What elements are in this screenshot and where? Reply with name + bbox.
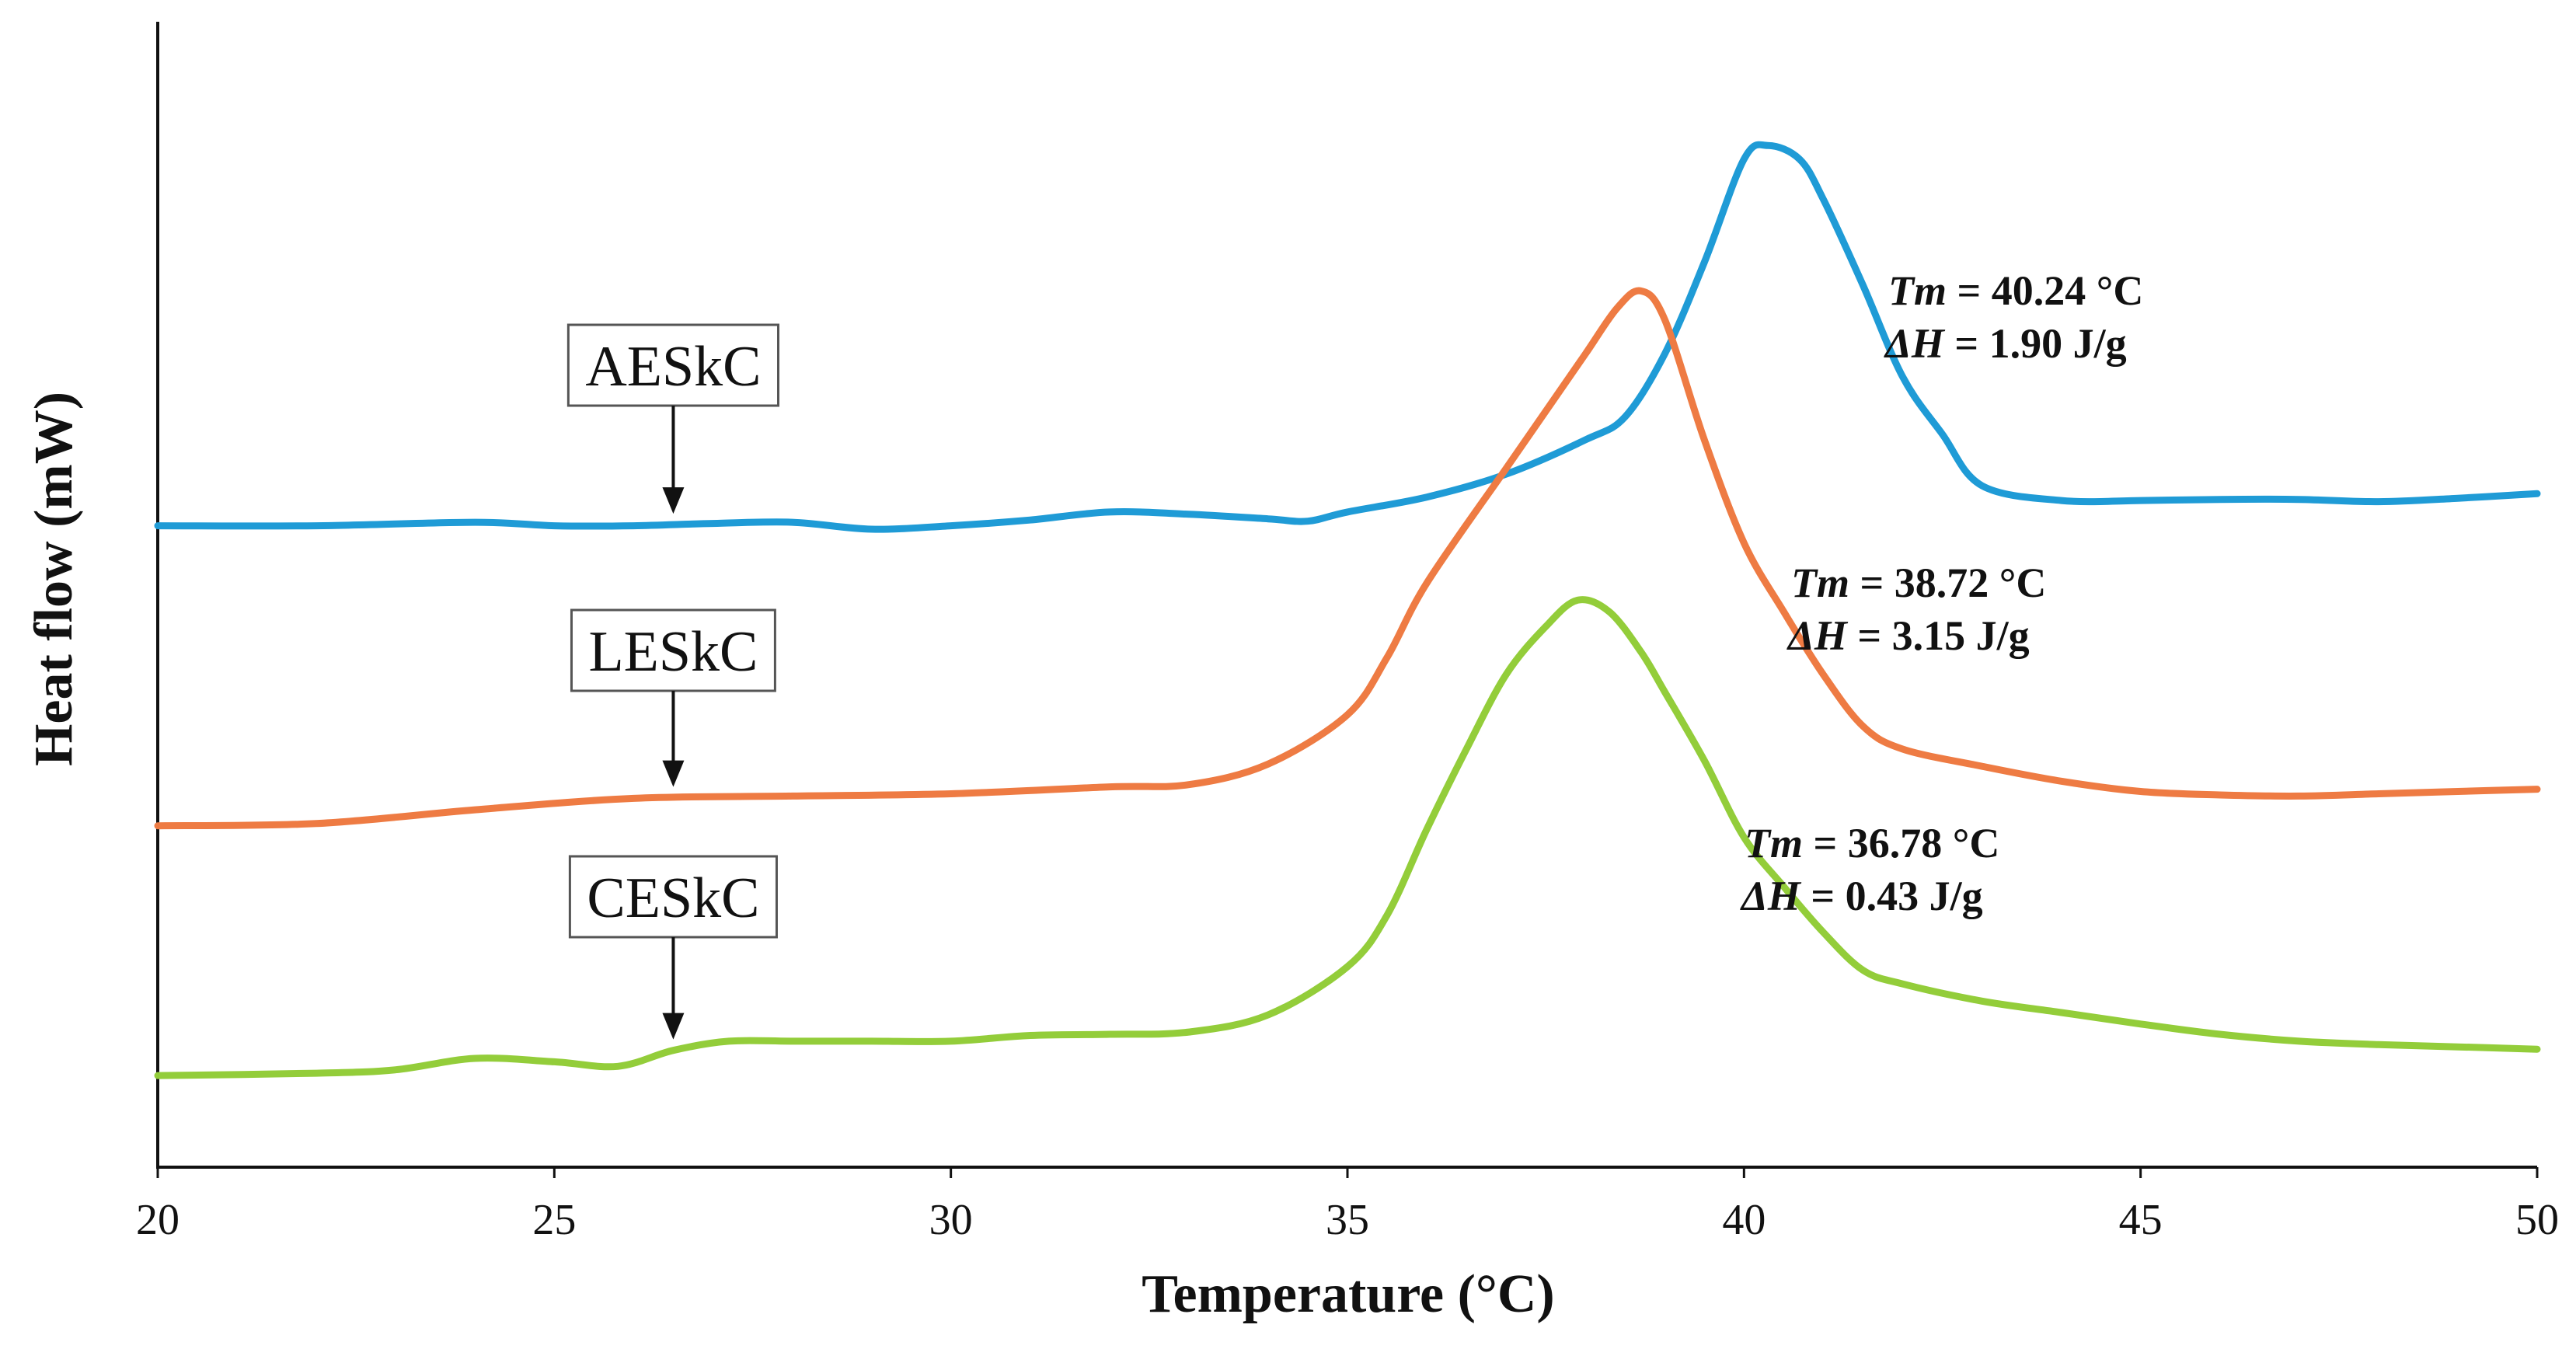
annotation-leskc: Tm = 38.72 °C ΔH = 3.15 J/g [1786,559,2046,659]
series-tags: AESkC LESkC CESkC [566,323,780,1040]
series-line-ceskc [154,596,2541,1079]
series-tag-arrowhead-leskc [662,760,685,787]
annotation-aeskc: Tm = 40.24 °C ΔH = 1.90 J/g [1884,267,2143,367]
x-tick-label-40: 40 [1722,1196,1766,1244]
series-tag-box-leskc [570,608,776,692]
series-tag-ceskc: CESkC [568,855,778,1040]
annotation-tm-aeskc: Tm = 40.24 °C [1888,267,2143,314]
series-tag-aeskc: AESkC [566,323,780,514]
annotation-dh-ceskc: ΔH = 0.43 J/g [1740,873,1983,919]
series-annotations: Tm = 40.24 °C ΔH = 1.90 J/g Tm = 38.72 °C Δ… [1740,267,2143,919]
series-tag-label-ceskc: CESkC [587,866,759,930]
x-tick-label-25: 25 [532,1196,576,1244]
series-layer [154,141,2541,1079]
x-tick-label-30: 30 [929,1196,973,1244]
x-axis-ticks: 20 25 30 35 40 45 50 [136,1167,2559,1244]
series-tag-leskc: LESkC [570,608,776,787]
series-tag-box-aeskc [566,323,780,407]
x-axis-title: Temperature (°C) [1142,1264,1555,1324]
annotation-tm-leskc: Tm = 38.72 °C [1791,559,2046,606]
annotation-dh-aeskc: ΔH = 1.90 J/g [1884,320,2127,367]
series-tag-box-ceskc [568,855,778,939]
series-tag-label-leskc: LESkC [588,620,758,684]
x-tick-label-50: 50 [2515,1196,2559,1244]
x-tick-label-20: 20 [136,1196,180,1244]
x-tick-label-35: 35 [1326,1196,1369,1244]
series-tag-label-aeskc: AESkC [585,335,761,399]
annotation-tm-ceskc: Tm = 36.78 °C [1745,820,1999,866]
series-tag-arrowhead-aeskc [662,487,685,514]
annotation-ceskc: Tm = 36.78 °C ΔH = 0.43 J/g [1740,820,1999,919]
series-line-aeskc [154,141,2541,533]
x-tick-label-45: 45 [2119,1196,2163,1244]
annotation-dh-leskc: ΔH = 3.15 J/g [1786,612,2030,659]
series-tag-arrowhead-ceskc [662,1013,685,1040]
y-axis-title: Heat flow (mW) [24,392,84,766]
series-line-leskc [154,287,2541,830]
